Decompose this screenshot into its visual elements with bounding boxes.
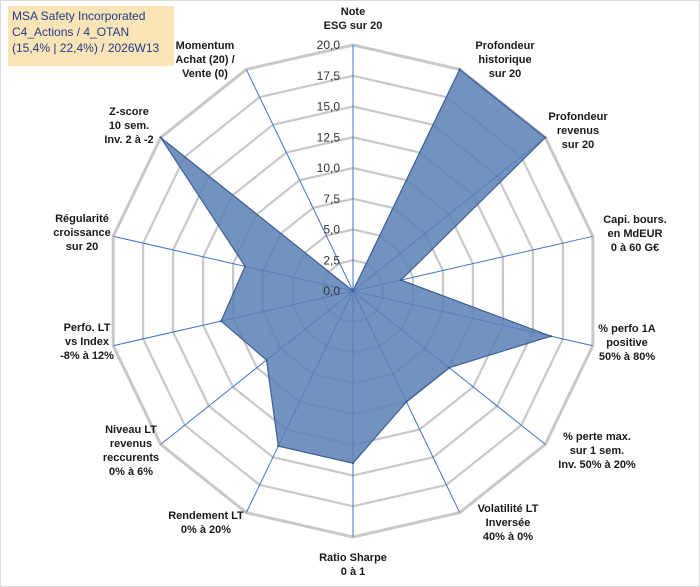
tick-label-4: 10,0 [317,161,341,175]
axis-label-5-0: % perte max. [563,431,631,443]
data-point-7 [351,462,355,465]
data-point-2 [544,136,547,139]
data-point-5 [448,366,451,369]
axis-label-11-1: croissance [53,227,110,239]
axis-label-9-0: Niveau LT [105,424,157,436]
tick-label-3: 7,5 [323,192,340,206]
radar-axis-labels: Note ESG sur 20 Profondeur historique sur 20… [53,6,667,578]
axis-label-0-0: Note [341,6,365,18]
axis-label-3-1: en MdEUR [608,228,663,240]
axis-label-13-0: Momentum [176,40,235,52]
axis-label-12-0: Z-score [109,106,149,118]
tick-label-0: 0,0 [323,284,340,298]
data-point-13 [351,289,355,293]
data-point-10 [219,319,223,323]
series-area-0 [160,68,553,464]
axis-label-4-0: % perfo 1A [598,323,656,335]
axis-label-2-0: Profondeur [548,111,608,123]
data-point-8 [277,444,280,448]
spoke-13 [245,69,354,292]
axis-label-4-2: 50% à 80% [599,351,655,363]
axis-label-9-3: 0% à 6% [109,466,153,478]
data-point-12 [159,136,162,139]
axis-label-1-2: sur 20 [489,68,521,80]
axis-label-2-1: revenus [557,125,599,137]
radar-series [159,68,553,465]
tick-label-1: 2,5 [323,253,340,267]
axis-label-10-0: Perfo. LT [64,322,111,334]
data-point-9 [265,358,268,362]
axis-label-3-2: 0 à 60 G€ [611,242,659,254]
axis-label-13-1: Achat (20) / [175,54,234,66]
axis-label-1-1: historique [478,54,531,66]
axis-label-8-0: Rendement LT [168,510,244,522]
axis-label-8-1: 0% à 20% [181,524,231,536]
tick-label-5: 12,5 [317,130,341,144]
axis-label-12-2: Inv. 2 à -2 [104,134,153,146]
axis-label-4-1: positive [606,337,648,349]
tick-label-8: 20,0 [317,38,341,52]
axis-label-6-1: Inversée [486,517,531,529]
axis-label-13-2: Vente (0) [182,68,228,80]
axis-label-7-0: Ratio Sharpe [319,552,387,564]
chart-title-box: MSA Safety Incorporated C4_Actions / 4_O… [8,6,174,66]
data-point-11 [243,265,247,268]
chart-title-stats: (15,4% | 22,4%) / 2026W13 [12,41,160,55]
chart-title-company: MSA Safety Incorporated [12,9,146,23]
axis-label-11-0: Régularité [55,213,109,225]
data-point-4 [549,335,553,338]
axis-label-11-2: sur 20 [66,241,98,253]
axis-label-10-1: vs Index [65,336,110,348]
tick-label-2: 5,0 [323,223,340,237]
axis-label-9-1: revenus [110,438,152,450]
axis-label-1-0: Profondeur [475,40,535,52]
axis-label-5-1: sur 1 sem. [570,445,624,457]
axis-label-12-1: 10 sem. [109,120,149,132]
data-point-1 [458,68,461,71]
data-point-6 [405,400,408,403]
axis-label-9-2: reccurents [103,452,159,464]
axis-label-6-2: 40% à 0% [483,531,533,543]
tick-label-6: 15,0 [317,100,341,114]
axis-label-7-1: 0 à 1 [341,566,365,578]
data-point-3 [399,278,403,282]
axis-label-10-2: -8% à 12% [60,350,114,362]
axis-label-6-0: Volatilité LT [478,503,539,515]
radar-tick-labels: 0,0 2,5 5,0 7,5 10,0 12,5 15,0 17,5 20,0 [317,38,341,298]
axis-label-2-2: sur 20 [562,139,594,151]
chart-title-category: C4_Actions / 4_OTAN [12,25,130,39]
tick-label-7: 17,5 [317,69,341,83]
axis-label-5-2: Inv. 50% à 20% [558,459,636,471]
axis-label-3-0: Capi. bours. [603,214,667,226]
axis-label-0-1: ESG sur 20 [324,20,383,32]
